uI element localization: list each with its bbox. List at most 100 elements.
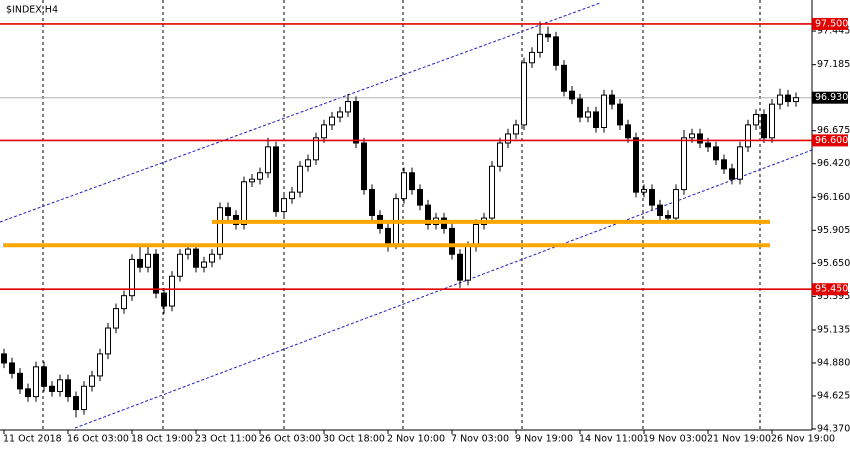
x-tick-label: 14 Nov 11:00 bbox=[579, 434, 643, 445]
y-tick-label: 94.880 bbox=[817, 357, 850, 368]
candle-body bbox=[785, 94, 791, 103]
level-label: 96.600 bbox=[815, 135, 848, 146]
candle-body bbox=[329, 116, 335, 126]
candle-body bbox=[145, 253, 151, 268]
candle-body bbox=[297, 165, 303, 193]
candle-body bbox=[561, 64, 567, 92]
candle-body bbox=[513, 124, 519, 135]
candle-body bbox=[761, 114, 767, 139]
candle-body bbox=[265, 146, 271, 174]
candle-body bbox=[137, 258, 143, 268]
y-tick-label: 97.185 bbox=[817, 59, 850, 70]
y-tick-label: 95.135 bbox=[817, 324, 850, 335]
candle-body bbox=[345, 101, 351, 113]
candle-body bbox=[129, 258, 135, 297]
candle-body bbox=[193, 248, 199, 268]
channel-upper bbox=[0, 2, 601, 223]
candle-body bbox=[113, 308, 119, 329]
candle-body bbox=[633, 137, 639, 193]
candle-body bbox=[257, 172, 263, 180]
x-tick-label: 18 Oct 19:00 bbox=[131, 434, 193, 445]
candle-body bbox=[689, 133, 695, 139]
candle-body bbox=[337, 111, 343, 118]
candle-body bbox=[697, 133, 703, 144]
candle-body bbox=[313, 137, 319, 161]
candle-body bbox=[73, 396, 79, 411]
candle-body bbox=[49, 385, 55, 392]
candle-body bbox=[273, 146, 279, 213]
candle-body bbox=[769, 103, 775, 139]
candle-body bbox=[97, 353, 103, 377]
candle-body bbox=[201, 261, 207, 268]
level-label-box bbox=[812, 134, 848, 147]
candle-body bbox=[793, 97, 799, 103]
candle-body bbox=[665, 214, 671, 219]
candle-body bbox=[369, 189, 375, 216]
candle-body bbox=[657, 204, 663, 216]
candle-body bbox=[465, 246, 471, 281]
x-tick-label: 11 Oct 2018 bbox=[3, 434, 62, 445]
candle-body bbox=[529, 51, 535, 64]
candle-body bbox=[721, 159, 727, 170]
candle-body bbox=[217, 207, 223, 255]
y-tick-label: 94.625 bbox=[817, 390, 850, 401]
candle-body bbox=[17, 372, 23, 390]
candle-body bbox=[33, 366, 39, 398]
level-label: 97.500 bbox=[815, 18, 848, 29]
candle-body bbox=[57, 379, 63, 392]
x-tick-label: 16 Oct 03:00 bbox=[67, 434, 129, 445]
candle-body bbox=[649, 189, 655, 206]
candle-body bbox=[617, 103, 623, 126]
candle-body bbox=[545, 33, 551, 38]
candle-body bbox=[185, 248, 191, 255]
level-label-box bbox=[812, 17, 848, 30]
candle-body bbox=[777, 94, 783, 105]
candle-body bbox=[41, 366, 47, 387]
x-tick-label: 7 Nov 03:00 bbox=[451, 434, 509, 445]
candle-body bbox=[161, 292, 167, 307]
x-tick-label: 23 Oct 11:00 bbox=[195, 434, 257, 445]
candle-body bbox=[521, 62, 527, 126]
chart-title: $INDEX,H4 bbox=[6, 5, 58, 16]
candle-body bbox=[585, 111, 591, 118]
candle-body bbox=[241, 181, 247, 226]
candle-body bbox=[577, 98, 583, 118]
candle-body bbox=[105, 327, 111, 355]
x-tick-label: 19 Nov 03:00 bbox=[643, 434, 707, 445]
candle-body bbox=[553, 36, 559, 66]
candle-body bbox=[249, 178, 255, 183]
candle-body bbox=[289, 191, 295, 200]
candle-body bbox=[505, 133, 511, 144]
candle-body bbox=[641, 189, 647, 193]
candle-body bbox=[729, 168, 735, 180]
candle-body bbox=[745, 124, 751, 148]
candle-body bbox=[153, 253, 159, 294]
x-tick-label: 2 Nov 10:00 bbox=[387, 434, 445, 445]
candle-body bbox=[425, 204, 431, 226]
y-tick-label: 96.160 bbox=[817, 192, 850, 203]
y-tick-label: 95.395 bbox=[817, 291, 850, 302]
candle-body bbox=[449, 227, 455, 255]
level-label-box bbox=[812, 283, 848, 296]
y-tick-label: 94.370 bbox=[817, 423, 850, 434]
y-tick-label: 95.650 bbox=[817, 258, 850, 269]
candle-body bbox=[673, 189, 679, 219]
x-tick-label: 26 Oct 03:00 bbox=[259, 434, 321, 445]
candle-body bbox=[353, 101, 359, 144]
candle-body bbox=[401, 172, 407, 200]
candle-body bbox=[25, 388, 31, 398]
x-tick-label: 21 Nov 19:00 bbox=[707, 434, 771, 445]
candle-body bbox=[601, 94, 607, 128]
level-label: 95.450 bbox=[815, 284, 848, 295]
candle-body bbox=[81, 385, 87, 411]
x-tick-label: 9 Nov 19:00 bbox=[515, 434, 573, 445]
candle-body bbox=[417, 189, 423, 206]
candle-body bbox=[681, 137, 687, 191]
channel-lower bbox=[74, 149, 813, 429]
candle-body bbox=[593, 111, 599, 128]
candle-body bbox=[473, 224, 479, 248]
y-tick-label: 96.420 bbox=[817, 158, 850, 169]
candle-body bbox=[457, 253, 463, 281]
y-tick-label: 97.445 bbox=[817, 26, 850, 37]
